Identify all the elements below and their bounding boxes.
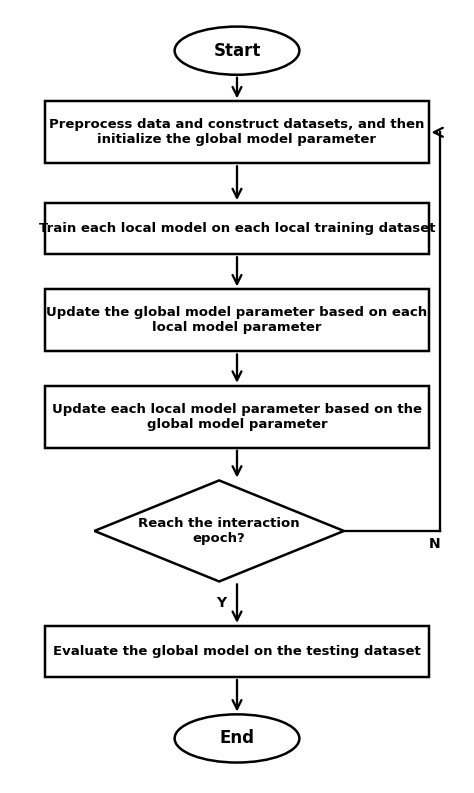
Ellipse shape [174, 27, 300, 75]
Text: Train each local model on each local training dataset: Train each local model on each local tra… [39, 222, 435, 236]
Text: Start: Start [213, 42, 261, 59]
Bar [46, 289, 428, 351]
Text: N: N [428, 537, 440, 551]
Text: Preprocess data and construct datasets, and then
initialize the global model par: Preprocess data and construct datasets, … [49, 118, 425, 146]
Text: Update each local model parameter based on the
global model parameter: Update each local model parameter based … [52, 403, 422, 431]
Ellipse shape [174, 714, 300, 763]
Bar [46, 385, 428, 448]
Polygon shape [94, 481, 344, 581]
Text: Evaluate the global model on the testing dataset: Evaluate the global model on the testing… [53, 645, 421, 658]
Bar [46, 203, 428, 254]
Bar [46, 626, 428, 676]
Text: Reach the interaction
epoch?: Reach the interaction epoch? [138, 517, 300, 545]
Bar [46, 102, 428, 163]
Text: Y: Y [216, 596, 227, 611]
Text: Update the global model parameter based on each
local model parameter: Update the global model parameter based … [46, 306, 428, 335]
Text: End: End [219, 730, 255, 748]
